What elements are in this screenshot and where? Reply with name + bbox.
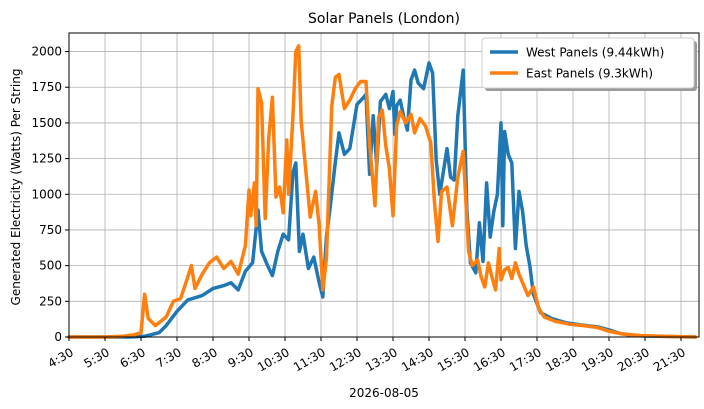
y-tick-label: 1750 bbox=[31, 80, 62, 94]
legend-box bbox=[481, 37, 695, 89]
y-tick-label: 1000 bbox=[31, 187, 62, 201]
legend-label: East Panels (9.3kWh) bbox=[526, 67, 653, 81]
series-lines bbox=[67, 44, 698, 339]
chart-title: Solar Panels (London) bbox=[308, 11, 460, 27]
y-tick-label: 750 bbox=[39, 223, 62, 237]
series-line-east bbox=[67, 44, 698, 339]
plot-frame bbox=[68, 32, 700, 338]
y-tick-label: 500 bbox=[39, 259, 62, 273]
y-axis-label: Generated Electricity (Watts) Per String bbox=[9, 69, 23, 306]
x-axis-label: 2026-08-05 bbox=[349, 386, 419, 400]
y-tick-label: 2000 bbox=[31, 45, 62, 59]
y-tick-label: 1500 bbox=[31, 116, 62, 130]
legend-label: West Panels (9.44kWh) bbox=[526, 46, 664, 60]
series-line-west bbox=[67, 61, 698, 339]
y-tick-label: 1250 bbox=[31, 152, 62, 166]
y-tick-label: 250 bbox=[39, 294, 62, 308]
y-tick-label: 0 bbox=[54, 330, 62, 344]
y-axis-ticks: 0 250 500 750 1000 1250 1500 1750 2000 bbox=[31, 45, 69, 344]
legend: West Panels (9.44kWh) East Panels (9.3kWh… bbox=[481, 37, 697, 91]
